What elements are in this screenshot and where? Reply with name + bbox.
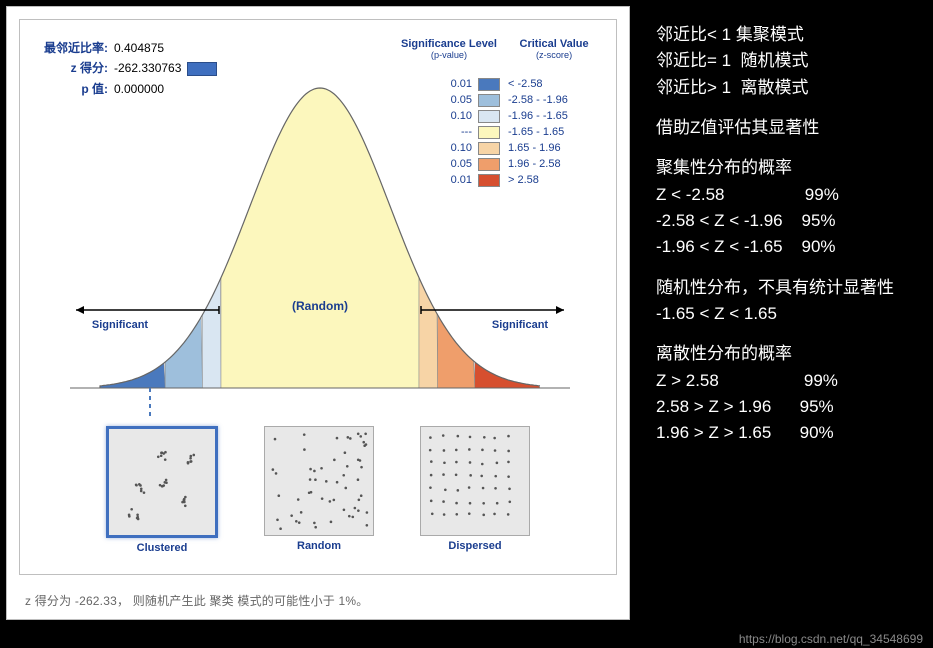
pattern-thumbnails: Clustered Random Dispersed (20, 426, 616, 554)
crit-title: Critical Value (520, 38, 589, 50)
clustered-dots-icon (109, 429, 215, 535)
panel-inner: 最邻近比率: 0.404875 z 得分: -262.330763 p 值: 0… (19, 19, 617, 575)
right-line: Z > 2.58 99% (656, 368, 923, 394)
right-line: 2.58 > Z > 1.96 95% (656, 394, 923, 420)
right-line: -1.65 < Z < 1.65 (656, 301, 923, 327)
right-line: 邻近比< 1 集聚模式 (656, 22, 923, 48)
legend-titles: Significance Level (p-value) Critical Va… (390, 38, 600, 61)
thumb-random-label: Random (264, 540, 374, 552)
sig-sub: (p-value) (390, 50, 508, 60)
right-line: Z < -2.58 99% (656, 182, 923, 208)
svg-text:(Random): (Random) (292, 299, 348, 313)
right-line: 借助Z值评估其显著性 (656, 115, 923, 141)
thumb-clustered-label: Clustered (106, 542, 218, 554)
sig-title: Significance Level (401, 38, 497, 50)
right-line: 邻近比= 1 随机模式 (656, 48, 923, 74)
right-line: 随机性分布，不具有统计显著性 (656, 275, 923, 301)
right-explanation: 邻近比< 1 集聚模式邻近比= 1 随机模式邻近比> 1 离散模式借助Z值评估其… (656, 22, 923, 447)
right-line: 离散性分布的概率 (656, 341, 923, 367)
right-line: 聚集性分布的概率 (656, 155, 923, 181)
right-line: 1.96 > Z > 1.65 90% (656, 420, 923, 446)
thumb-clustered: Clustered (106, 426, 218, 554)
caption-text: z 得分为 -262.33， 则随机产生此 聚类 模式的可能性小于 1%。 (25, 592, 368, 609)
thumb-random: Random (264, 426, 374, 554)
right-line: -1.96 < Z < -1.65 90% (656, 234, 923, 260)
random-dots-icon (265, 427, 373, 535)
bell-curve: (Random) Significant Significant (40, 60, 600, 420)
ratio-label: 最邻近比率: (36, 38, 108, 58)
right-line: 邻近比> 1 离散模式 (656, 75, 923, 101)
dispersed-dots-icon (421, 427, 529, 535)
svg-text:Significant: Significant (92, 319, 149, 331)
svg-text:Significant: Significant (492, 319, 549, 331)
right-line: -2.58 < Z < -1.96 95% (656, 208, 923, 234)
ratio-value: 0.404875 (114, 38, 164, 58)
thumb-dispersed: Dispersed (420, 426, 530, 554)
watermark: https://blog.csdn.net/qq_34548699 (739, 632, 923, 646)
thumb-dispersed-label: Dispersed (420, 540, 530, 552)
left-panel: 最邻近比率: 0.404875 z 得分: -262.330763 p 值: 0… (6, 6, 630, 620)
crit-sub: (z-score) (511, 50, 597, 60)
